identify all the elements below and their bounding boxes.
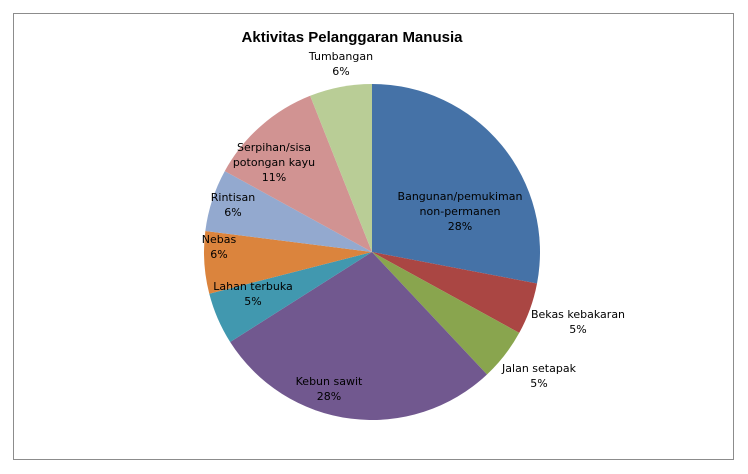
slice-label: Tumbangan 6%	[308, 50, 373, 78]
pie-slice	[230, 252, 487, 421]
pie-slices	[203, 84, 540, 421]
pie-slice	[372, 252, 520, 375]
pie-slice	[310, 84, 372, 252]
slice-label: Nebas 6%	[202, 233, 237, 261]
slice-label: Rintisan 6%	[211, 191, 256, 219]
pie-slice	[372, 252, 538, 333]
slice-label: Bekas kebakaran 5%	[531, 308, 625, 336]
pie-slice	[372, 84, 540, 284]
pie-labels: Bangunan/pemukiman non-permanen 28% Bekas k…	[202, 50, 625, 403]
slice-label: Bangunan/pemukiman non-permanen 28%	[398, 190, 523, 233]
pie-slice	[203, 230, 372, 294]
pie-slice	[209, 252, 372, 343]
chart-title: Aktivitas Pelanggaran Manusia	[242, 29, 464, 46]
slice-label: Lahan terbuka 5%	[213, 280, 293, 308]
slice-label: Serpihan/sisa potongan kayu 11%	[233, 141, 315, 184]
pie-slice	[205, 171, 372, 252]
slice-label: Kebun sawit 28%	[296, 375, 363, 403]
pie-slice	[224, 95, 372, 252]
slice-label: Jalan setapak 5%	[501, 362, 577, 390]
